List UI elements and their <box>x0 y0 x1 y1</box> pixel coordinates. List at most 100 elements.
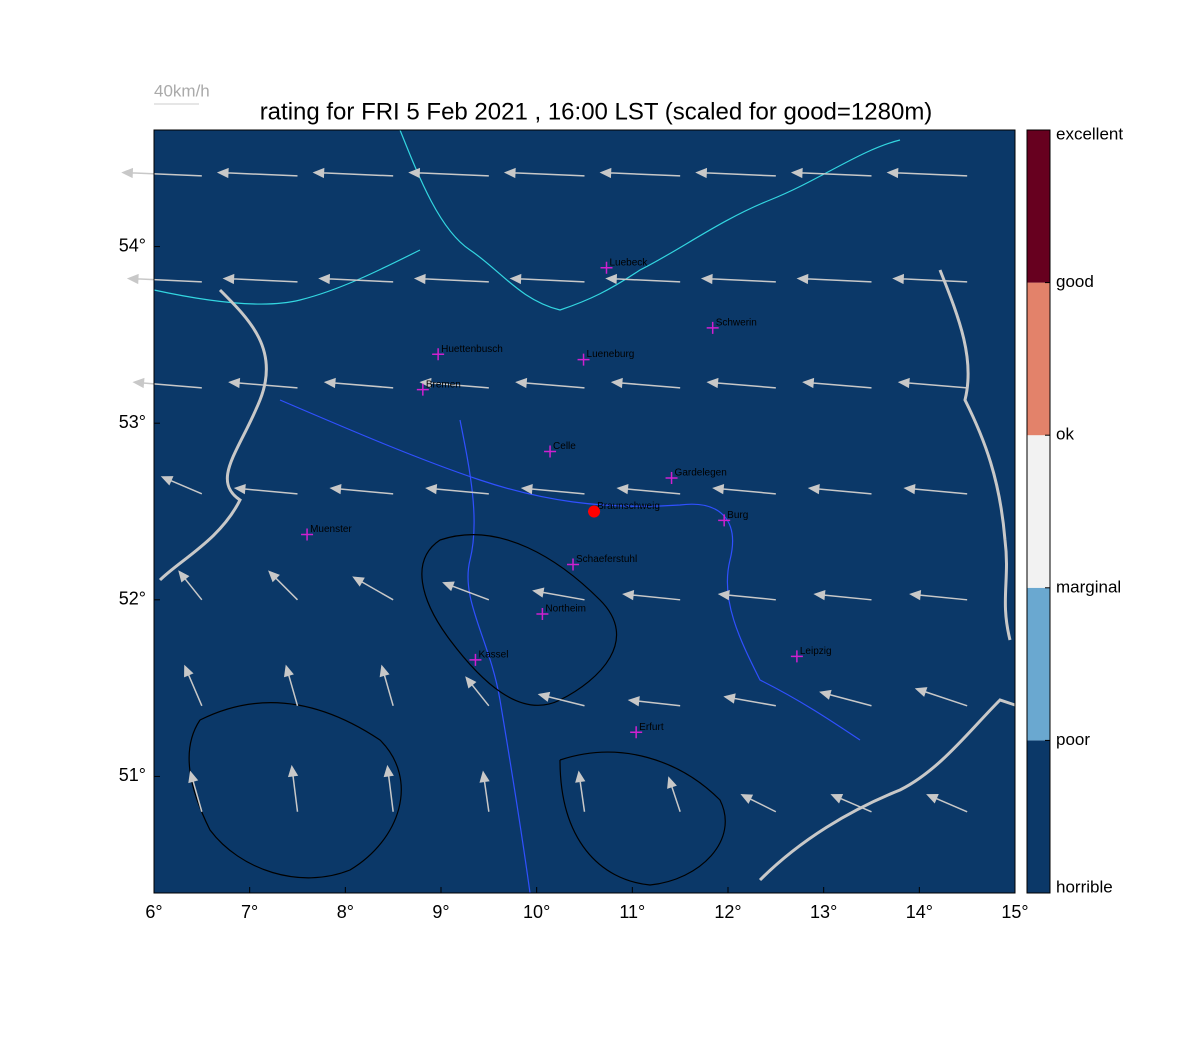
wind-reference-label: 40km/h <box>154 81 210 100</box>
wind-arrow <box>914 687 968 707</box>
x-tick-label: 15° <box>1001 902 1028 922</box>
wind-arrow <box>667 776 681 812</box>
city-marker <box>790 650 803 663</box>
state-border <box>459 419 531 894</box>
wind-arrow <box>802 377 872 389</box>
wind-arrow <box>790 167 872 179</box>
y-tick-label: 54° <box>119 235 146 255</box>
colorbar-band <box>1027 130 1050 283</box>
city-label: Braunschweig <box>597 501 660 512</box>
map-background <box>154 130 1015 893</box>
wind-arrow <box>413 273 489 285</box>
city-label: Northeim <box>545 604 586 615</box>
border <box>158 288 268 582</box>
title: rating for FRI 5 Feb 2021 , 16:00 LST (s… <box>260 98 933 125</box>
border <box>938 269 1012 641</box>
wind-arrow <box>532 587 585 601</box>
wind-arrow <box>188 770 203 812</box>
wind-arrow <box>610 377 681 389</box>
city-marker <box>432 348 445 361</box>
wind-arrow <box>352 576 394 601</box>
wind-arrow <box>503 167 585 179</box>
x-tick-label: 13° <box>810 902 837 922</box>
coastline <box>399 129 901 311</box>
plot-frame <box>153 129 1016 894</box>
colorbar-label: marginal <box>1056 577 1121 596</box>
colorbar-label: excellent <box>1056 124 1123 143</box>
colorbar-band <box>1027 740 1050 893</box>
city-label: Kassel <box>478 650 508 661</box>
colorbar-band <box>1027 282 1050 436</box>
y-tick-label: 52° <box>119 589 146 609</box>
city-label: Burg <box>727 510 748 521</box>
wind-arrow <box>126 273 202 285</box>
x-tick-label: 9° <box>432 902 449 922</box>
x-tick-label: 11° <box>619 902 645 922</box>
city-marker <box>577 353 590 366</box>
city-label: Huettenbusch <box>441 344 503 355</box>
city-marker <box>665 471 678 484</box>
city-marker <box>301 528 314 541</box>
city-label: Erfurt <box>639 722 664 733</box>
wind-arrow <box>329 483 394 495</box>
x-tick-label: 7° <box>241 902 258 922</box>
wind-arrow <box>216 167 298 179</box>
x-tick-label: 12° <box>714 902 741 922</box>
city-label: Schaeferstuhl <box>576 554 637 565</box>
wind-arrow <box>160 476 203 495</box>
wind-arrow <box>886 167 968 179</box>
wind-arrow <box>419 377 489 389</box>
city-label: Leipzig <box>800 646 832 657</box>
wind-arrow <box>712 483 776 495</box>
wind-arrow <box>830 793 872 813</box>
x-tick-label: 10° <box>523 902 550 922</box>
colorbar-band <box>1027 587 1050 741</box>
y-tick-label: 51° <box>119 765 146 785</box>
wind-arrow <box>184 664 203 707</box>
wind-arrow <box>509 273 585 285</box>
wind-arrow <box>807 483 872 495</box>
colorbar-frame <box>1026 129 1051 894</box>
wind-arrow <box>228 377 298 389</box>
wind-arrow <box>627 696 681 707</box>
city-marker <box>416 383 429 396</box>
wind-arrow <box>312 167 394 179</box>
city-marker <box>536 607 549 620</box>
wind-arrow <box>740 794 777 813</box>
wind-arrow <box>926 793 968 813</box>
wind-arrow <box>121 167 202 179</box>
border <box>758 698 1016 882</box>
wind-arrow <box>283 664 299 706</box>
wind-arrow <box>700 273 776 285</box>
colorbar-band <box>1027 435 1050 588</box>
wind-arrow <box>599 167 681 179</box>
wind-arrow <box>909 590 968 601</box>
city-label: Lueneburg <box>587 349 635 360</box>
wind-arrow <box>520 483 585 495</box>
wind-arrow <box>323 377 394 389</box>
city-label: Schwerin <box>716 317 757 328</box>
wind-arrow <box>605 273 681 285</box>
wind-arrow <box>425 483 489 495</box>
wind-arrow <box>903 483 968 495</box>
coastline <box>153 249 421 305</box>
city-marker <box>706 321 719 334</box>
city-marker <box>567 558 580 571</box>
wind-arrow <box>706 377 776 389</box>
wind-arrow <box>616 483 681 495</box>
city-label: Muenster <box>310 524 352 535</box>
wind-arrow <box>537 691 585 707</box>
wind-arrow <box>515 377 585 389</box>
wind-arrow <box>132 377 202 389</box>
wind-arrow <box>575 770 586 812</box>
city-label: Celle <box>553 441 576 452</box>
wind-arrow <box>287 764 299 812</box>
wind-arrow <box>622 590 681 601</box>
city-marker <box>630 726 643 739</box>
site-marker <box>588 505 601 518</box>
wind-arrow <box>796 273 872 285</box>
wind-arrow <box>408 167 489 179</box>
city-label: Luebeck <box>610 257 649 268</box>
colorbar-label: good <box>1056 272 1094 291</box>
